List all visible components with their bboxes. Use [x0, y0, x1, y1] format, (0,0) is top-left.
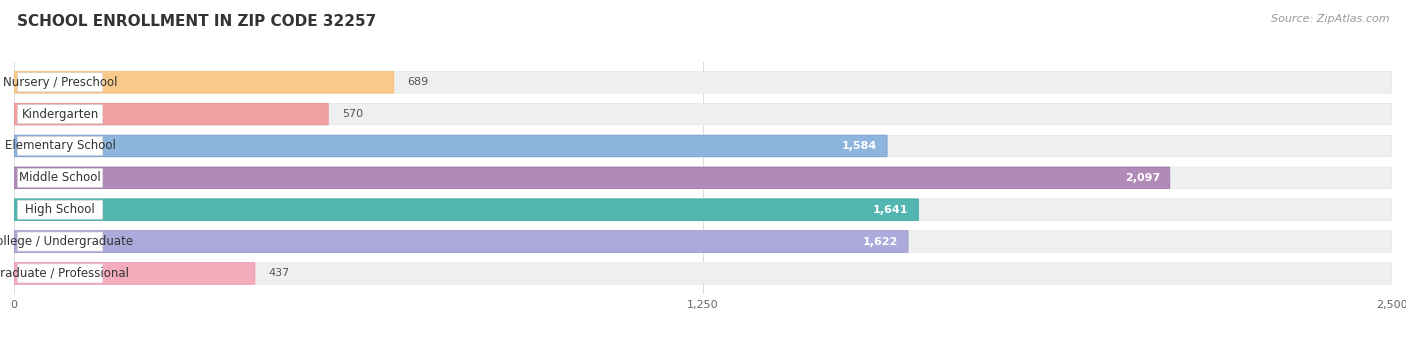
- FancyBboxPatch shape: [17, 232, 103, 251]
- Text: High School: High School: [25, 203, 96, 216]
- Text: SCHOOL ENROLLMENT IN ZIP CODE 32257: SCHOOL ENROLLMENT IN ZIP CODE 32257: [17, 14, 377, 29]
- FancyBboxPatch shape: [17, 264, 103, 283]
- FancyBboxPatch shape: [14, 103, 328, 125]
- FancyBboxPatch shape: [14, 231, 1392, 252]
- FancyBboxPatch shape: [14, 135, 1392, 157]
- Text: 2,097: 2,097: [1125, 173, 1160, 183]
- FancyBboxPatch shape: [14, 263, 1392, 284]
- FancyBboxPatch shape: [17, 105, 103, 124]
- Text: College / Undergraduate: College / Undergraduate: [0, 235, 132, 248]
- FancyBboxPatch shape: [14, 71, 394, 93]
- Text: 570: 570: [342, 109, 363, 119]
- FancyBboxPatch shape: [14, 71, 1392, 93]
- Text: 1,584: 1,584: [842, 141, 877, 151]
- Text: 1,641: 1,641: [873, 205, 908, 215]
- FancyBboxPatch shape: [17, 136, 103, 156]
- FancyBboxPatch shape: [14, 231, 908, 252]
- FancyBboxPatch shape: [14, 263, 254, 284]
- FancyBboxPatch shape: [17, 168, 103, 187]
- Text: Kindergarten: Kindergarten: [21, 108, 98, 121]
- FancyBboxPatch shape: [14, 135, 887, 157]
- FancyBboxPatch shape: [14, 199, 918, 221]
- FancyBboxPatch shape: [14, 167, 1170, 189]
- Text: Source: ZipAtlas.com: Source: ZipAtlas.com: [1271, 14, 1389, 24]
- FancyBboxPatch shape: [14, 199, 1392, 221]
- Text: Middle School: Middle School: [20, 171, 101, 184]
- FancyBboxPatch shape: [17, 200, 103, 219]
- Text: 437: 437: [269, 268, 290, 278]
- Text: Elementary School: Elementary School: [4, 140, 115, 153]
- FancyBboxPatch shape: [17, 73, 103, 92]
- FancyBboxPatch shape: [14, 167, 1392, 189]
- FancyBboxPatch shape: [14, 103, 1392, 125]
- Text: 689: 689: [408, 77, 429, 87]
- Text: Graduate / Professional: Graduate / Professional: [0, 267, 129, 280]
- Text: 1,622: 1,622: [863, 237, 898, 247]
- Text: Nursery / Preschool: Nursery / Preschool: [3, 76, 117, 89]
